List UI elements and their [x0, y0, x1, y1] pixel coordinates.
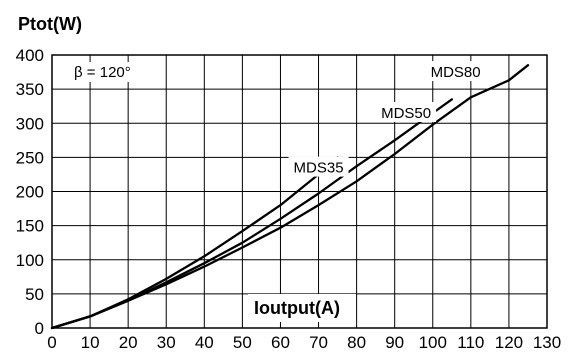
- beta-annotation: β = 120°: [74, 64, 131, 81]
- y-tick-label: 200: [16, 183, 44, 202]
- y-tick-label: 300: [16, 114, 44, 133]
- series-label-background: [288, 156, 349, 177]
- x-tick-label: 130: [533, 333, 561, 352]
- x-tick-label: 0: [47, 333, 56, 352]
- series-label-mds50: MDS50: [381, 105, 431, 122]
- series-label-mds35: MDS35: [294, 160, 344, 177]
- x-tick-label: 40: [195, 333, 214, 352]
- y-tick-label: 0: [35, 319, 44, 338]
- x-tick-label: 30: [157, 333, 176, 352]
- x-axis-label: Ioutput(A): [254, 298, 340, 318]
- x-tick-label: 70: [309, 333, 328, 352]
- y-tick-label: 150: [16, 217, 44, 236]
- y-tick-label: 250: [16, 148, 44, 167]
- series-label-mds80: MDS80: [431, 64, 481, 81]
- x-tick-label: 100: [419, 333, 447, 352]
- chart-title: Ptot(W): [18, 14, 82, 34]
- x-tick-label: 90: [385, 333, 404, 352]
- series-line-mds80: [50, 64, 530, 330]
- x-tick-label: 20: [119, 333, 138, 352]
- grid: [51, 54, 548, 329]
- curves: [50, 64, 530, 330]
- y-tick-label: 400: [16, 46, 44, 65]
- x-tick-label: 120: [495, 333, 523, 352]
- y-tick-label: 350: [16, 80, 44, 99]
- series-label-background: [376, 102, 437, 123]
- xlabel-background: [248, 294, 356, 322]
- y-tick-label: 100: [16, 251, 44, 270]
- x-tick-label: 60: [271, 333, 290, 352]
- x-tick-label: 50: [233, 333, 252, 352]
- x-tick-label: 10: [81, 333, 100, 352]
- plot-frame: [51, 54, 548, 329]
- y-tick-labels: 0 50 100 150 200 250 300 350 400: [16, 46, 44, 338]
- x-tick-label: 110: [457, 333, 484, 352]
- series-label-background: [425, 61, 486, 82]
- x-tick-labels: 0 10 20 30 40 50 60 70 80 90 100 110 120 130: [47, 333, 561, 352]
- series-labels: MDS35 MDS50 MDS80: [288, 61, 486, 177]
- annotation-background: [68, 62, 144, 82]
- x-tick-label: 80: [347, 333, 366, 352]
- y-tick-label: 50: [25, 285, 44, 304]
